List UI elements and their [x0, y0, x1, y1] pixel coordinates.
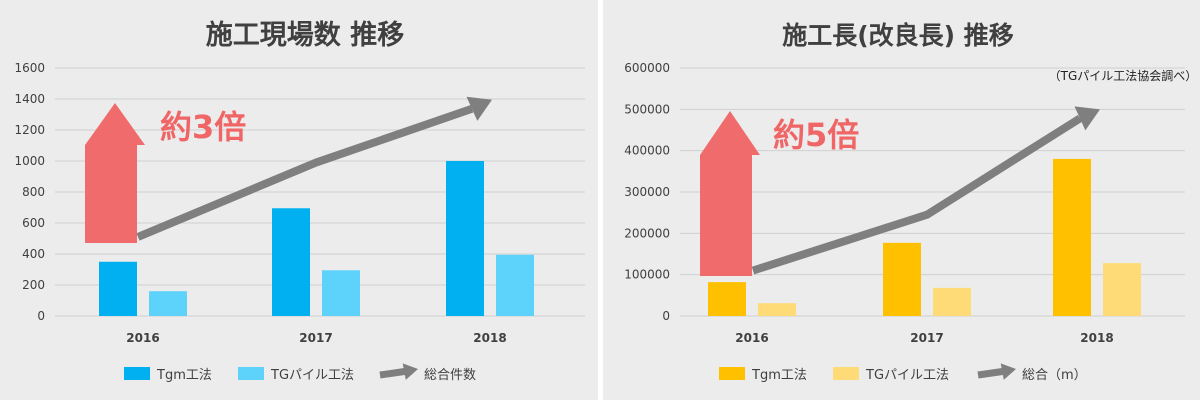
bar [708, 282, 746, 316]
x-tick-label: 2016 [126, 331, 159, 345]
y-tick-label: 600 [22, 216, 45, 230]
bar [272, 208, 310, 316]
y-tick-label: 0 [662, 309, 670, 323]
trend-arrow-head-icon [1074, 106, 1100, 131]
y-tick-label: 1000 [14, 154, 45, 168]
y-tick-label: 300000 [624, 185, 670, 199]
y-tick-label: 200000 [624, 226, 670, 240]
chart-title: 施工現場数 推移 [206, 20, 404, 51]
chart-panel-length: 施工長(改良長) 推移 （TGパイル工法協会調べ） 0 100000 200000 300… [603, 0, 1200, 400]
legend-label: Tgm工法 [751, 368, 807, 383]
y-tick-label: 200 [22, 278, 45, 292]
x-tick-label: 2018 [1080, 331, 1113, 345]
growth-annotation: 約5倍 [773, 116, 859, 154]
legend-line [379, 367, 409, 379]
chart-panel-installations: 施工現場数 推移 0 200 400 600 800 1000 1200 1400 1600 201… [0, 0, 598, 400]
trend-line [751, 114, 1083, 275]
bar [933, 287, 971, 316]
bar [1103, 263, 1141, 316]
y-tick-label: 400 [22, 247, 45, 261]
bar [149, 291, 187, 316]
legend-swatch [238, 367, 264, 380]
legend-label: TGパイル工法 [270, 368, 354, 383]
y-tick-label: 600000 [624, 61, 670, 75]
y-tick-label: 800 [22, 185, 45, 199]
chart-construction-length: 施工長(改良長) 推移 （TGパイル工法協会調べ） 0 100000 200000 300… [624, 21, 1198, 383]
bar [446, 161, 484, 316]
legend-arrow-icon [402, 363, 418, 380]
legend-swatch [833, 367, 859, 380]
trend-arrow-head-icon [466, 96, 492, 121]
y-tick-label: 500000 [624, 102, 670, 116]
up-arrow-icon [700, 111, 760, 276]
trend-line [136, 104, 474, 241]
y-tick-label: 1400 [14, 92, 45, 106]
source-note: （TGパイル工法協会調べ） [1049, 68, 1198, 83]
growth-annotation: 約3倍 [160, 108, 246, 146]
chart-title: 施工長(改良長) 推移 [782, 21, 1014, 50]
y-tick-label: 1200 [14, 123, 45, 137]
panel-divider [598, 0, 603, 400]
legend-label: 総合（m） [1022, 368, 1087, 383]
legend-swatch [719, 367, 745, 380]
legend-line [977, 367, 1007, 379]
legend-arrow-icon [1000, 363, 1016, 380]
y-tick-label: 100000 [624, 268, 670, 282]
x-tick-label: 2016 [735, 331, 768, 345]
legend-label: Tgm工法 [156, 368, 212, 383]
x-tick-label: 2017 [910, 331, 943, 345]
bar [322, 270, 360, 316]
bar [1053, 158, 1091, 316]
y-tick-label: 400000 [624, 144, 670, 158]
legend-label: TGパイル工法 [865, 368, 949, 383]
bar [758, 303, 796, 316]
bar [496, 254, 534, 316]
y-tick-label: 1600 [14, 61, 45, 75]
bar [99, 261, 137, 316]
legend-label: 総合件数 [424, 368, 476, 383]
up-arrow-icon [85, 103, 145, 243]
x-tick-label: 2018 [473, 331, 506, 345]
legend-swatch [124, 367, 150, 380]
x-tick-label: 2017 [299, 331, 332, 345]
chart-installations: 施工現場数 推移 0 200 400 600 800 1000 1200 1400 1600 201… [14, 20, 585, 383]
bar [883, 242, 921, 316]
y-tick-label: 0 [37, 309, 45, 323]
